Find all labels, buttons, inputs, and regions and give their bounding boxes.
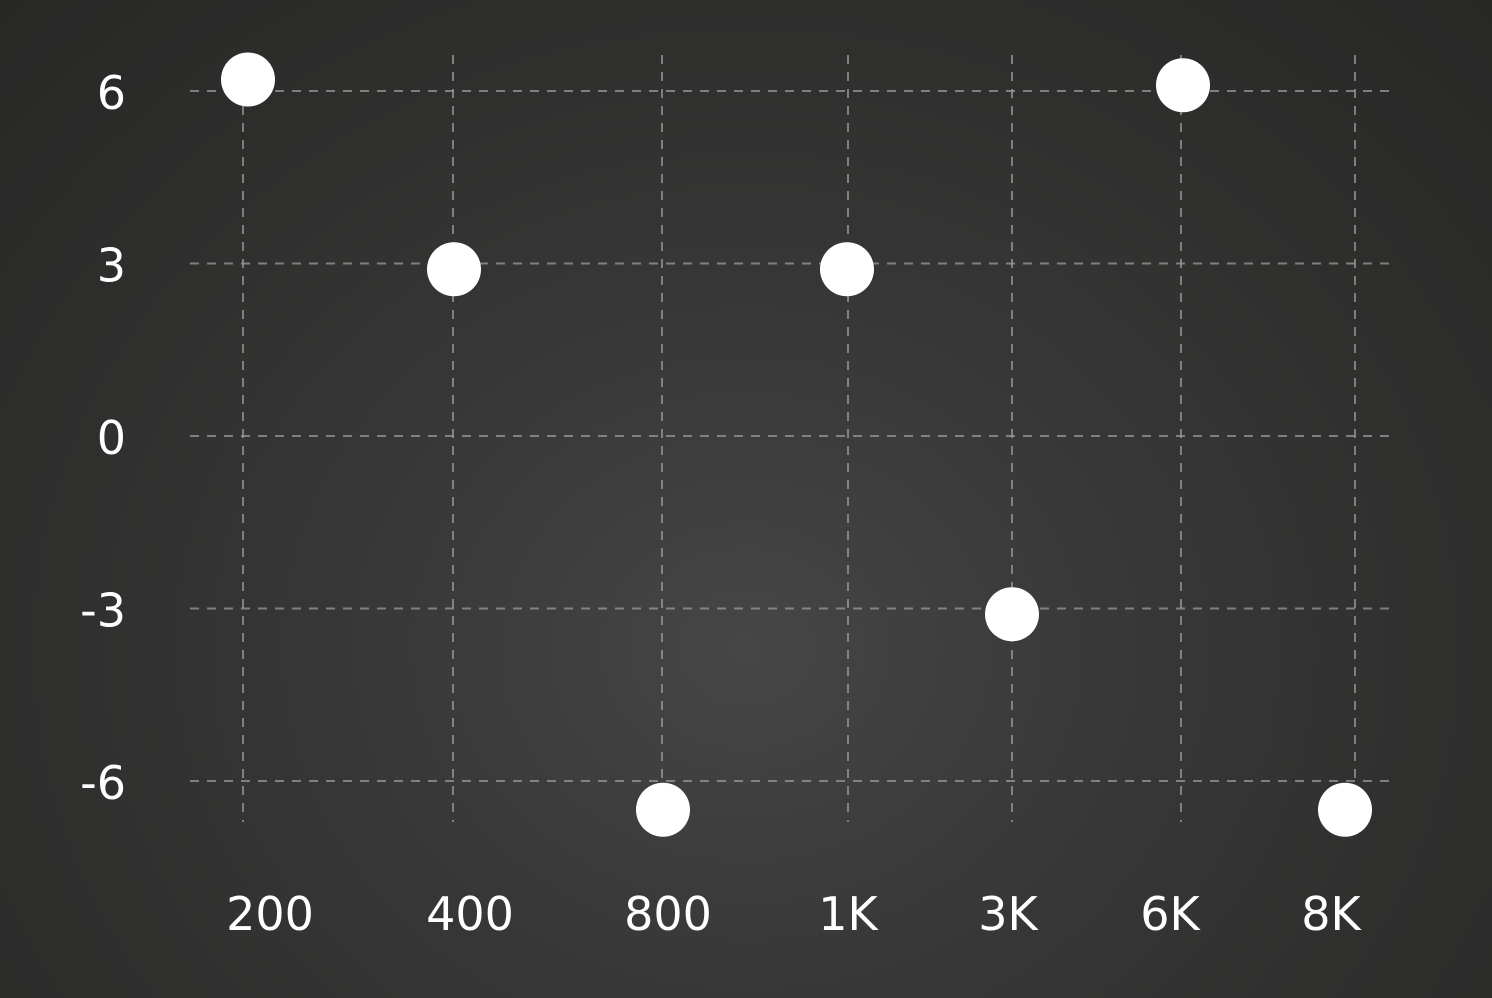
y-axis-labels: 6 3 0 -3 -6 (80, 66, 126, 810)
x-tick-label: 6K (1140, 887, 1201, 941)
y-tick-label: 0 (97, 411, 126, 465)
y-tick-label: -3 (80, 584, 126, 638)
x-axis-labels: 200 400 800 1K 3K 6K 8K (226, 887, 1362, 941)
band-knob-200[interactable] (221, 52, 275, 107)
band-knob-3K[interactable] (985, 587, 1039, 642)
band-knobs[interactable] (221, 52, 1372, 837)
x-tick-label: 400 (426, 887, 514, 941)
band-knob-6K[interactable] (1156, 58, 1210, 113)
y-tick-label: 3 (97, 239, 126, 293)
y-tick-label: -6 (80, 756, 126, 810)
x-tick-label: 8K (1301, 887, 1362, 941)
band-knob-800[interactable] (636, 782, 690, 837)
y-tick-label: 6 (97, 66, 126, 120)
band-knob-400[interactable] (427, 242, 481, 297)
vertical-grid (242, 55, 1356, 822)
x-tick-label: 1K (818, 887, 879, 941)
band-knob-1K[interactable] (820, 242, 874, 297)
x-tick-label: 200 (226, 887, 314, 941)
x-tick-label: 3K (978, 887, 1039, 941)
x-tick-label: 800 (624, 887, 712, 941)
horizontal-grid (190, 90, 1395, 782)
band-knob-8K[interactable] (1318, 782, 1372, 837)
